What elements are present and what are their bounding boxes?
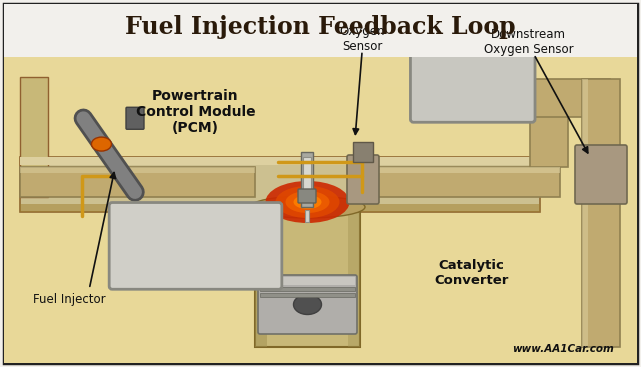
Text: Powertrain
Control Module
(PCM): Powertrain Control Module (PCM): [136, 89, 255, 135]
Bar: [348, 212, 360, 347]
Bar: [255, 212, 267, 347]
FancyBboxPatch shape: [410, 48, 535, 122]
Bar: [4, 57, 637, 58]
Bar: [20, 157, 540, 165]
Bar: [4, 67, 637, 68]
Bar: [4, 82, 637, 83]
Text: www.AA1Car.com: www.AA1Car.com: [512, 344, 613, 355]
Bar: [4, 84, 637, 85]
Bar: [4, 64, 637, 65]
Bar: [4, 81, 637, 82]
Ellipse shape: [285, 191, 329, 213]
Bar: [4, 76, 637, 77]
Bar: [582, 79, 620, 347]
Bar: [530, 79, 610, 117]
Bar: [4, 74, 637, 75]
Bar: [305, 210, 309, 222]
Bar: [4, 70, 637, 71]
Text: Fuel Injector: Fuel Injector: [33, 292, 106, 306]
Bar: [582, 79, 588, 347]
FancyBboxPatch shape: [109, 203, 282, 289]
Bar: [4, 83, 637, 84]
Ellipse shape: [299, 198, 315, 206]
Bar: [4, 58, 637, 59]
Bar: [4, 62, 637, 63]
Bar: [4, 79, 637, 80]
Bar: [4, 72, 637, 73]
Bar: [4, 60, 637, 61]
Ellipse shape: [92, 137, 112, 151]
Bar: [260, 277, 355, 285]
Bar: [301, 152, 313, 207]
Bar: [4, 77, 637, 78]
Bar: [4, 59, 637, 60]
Bar: [303, 157, 311, 192]
Bar: [4, 68, 637, 69]
Bar: [4, 73, 637, 74]
Bar: [20, 157, 540, 212]
Bar: [20, 167, 255, 173]
Bar: [360, 167, 560, 197]
Ellipse shape: [276, 186, 340, 218]
Bar: [4, 4, 637, 57]
Ellipse shape: [250, 196, 365, 218]
Bar: [4, 78, 637, 79]
Ellipse shape: [294, 294, 322, 315]
Bar: [4, 75, 637, 76]
Bar: [353, 142, 373, 162]
Bar: [4, 63, 637, 64]
Ellipse shape: [265, 181, 349, 223]
Bar: [4, 85, 637, 86]
Bar: [4, 80, 637, 81]
Text: Catalytic
Converter: Catalytic Converter: [434, 259, 508, 287]
Text: Downstream
Oxygen Sensor: Downstream Oxygen Sensor: [484, 28, 574, 56]
Bar: [4, 65, 637, 66]
Bar: [4, 71, 637, 72]
Bar: [260, 287, 355, 291]
Bar: [255, 212, 360, 347]
FancyBboxPatch shape: [258, 275, 357, 334]
Bar: [20, 167, 255, 197]
Bar: [4, 86, 637, 87]
Bar: [4, 61, 637, 62]
Text: Fuel Injection Feedback Loop: Fuel Injection Feedback Loop: [125, 15, 516, 39]
Bar: [4, 66, 637, 67]
FancyBboxPatch shape: [126, 107, 144, 129]
Bar: [4, 69, 637, 70]
Ellipse shape: [294, 195, 322, 209]
Bar: [360, 167, 560, 173]
Text: Oxygen
Sensor: Oxygen Sensor: [340, 25, 385, 52]
Bar: [20, 204, 540, 212]
FancyBboxPatch shape: [575, 145, 627, 204]
Bar: [260, 293, 355, 297]
Bar: [20, 77, 48, 197]
Bar: [530, 87, 568, 167]
Bar: [4, 57, 637, 363]
FancyBboxPatch shape: [347, 155, 379, 204]
FancyBboxPatch shape: [298, 189, 316, 203]
